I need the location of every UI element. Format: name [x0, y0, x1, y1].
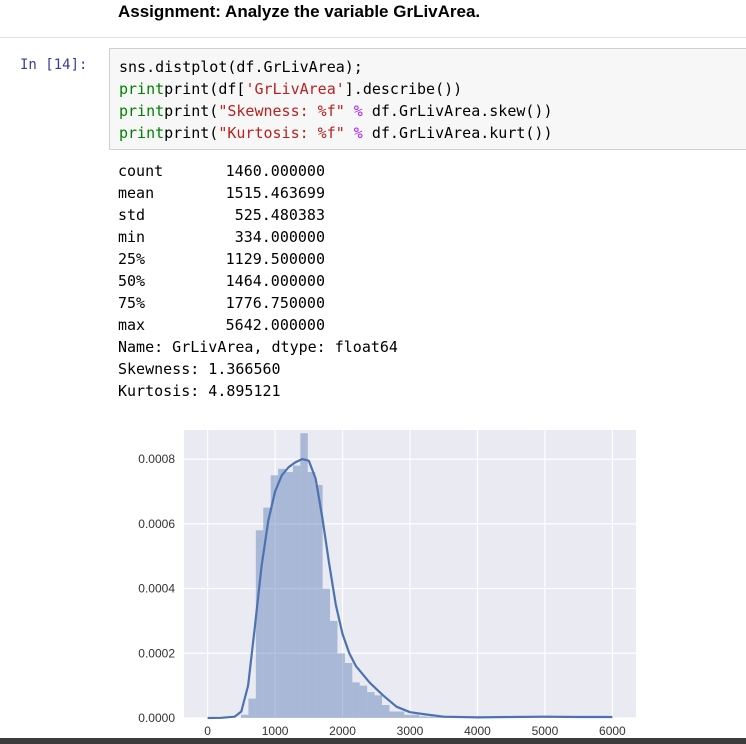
code-text: print(df[	[164, 80, 246, 98]
kde-line	[207, 458, 613, 720]
x-tick-labels: 0 1000 2000 3000 4000 5000 6000	[204, 724, 626, 738]
stat-value-max: 5642.000000	[225, 316, 325, 334]
string-literal: 'GrLivArea'	[245, 80, 345, 98]
x-tick-label: 6000	[599, 724, 626, 738]
operator: %	[344, 124, 372, 142]
histogram-bar	[426, 716, 434, 718]
code-text: ].describe())	[344, 80, 463, 98]
x-tick-label: 5000	[532, 724, 559, 738]
operator: %	[344, 102, 372, 120]
input-prompt: In [14]:	[20, 57, 88, 73]
stat-value-min: 334.000000	[234, 228, 325, 246]
histogram-bar	[315, 485, 323, 718]
string-literal: "Skewness: %f"	[218, 102, 345, 120]
string-literal: "Kurtosis: %f"	[218, 124, 345, 142]
histogram-bar	[337, 653, 345, 718]
histogram-bar	[322, 588, 331, 718]
histogram-bar	[382, 705, 390, 718]
x-tick-label: 2000	[329, 724, 356, 738]
code-text: df.GrLivArea.skew())	[371, 102, 553, 120]
code-line-1: sns.distplot(df.GrLivArea);	[119, 58, 363, 76]
stat-value-25: 1129.500000	[225, 250, 325, 268]
code-line-3: printprint("Skewness: %f" % df.GrLivArea…	[119, 102, 553, 120]
stat-label-min: min	[118, 228, 146, 246]
histogram-bar	[374, 695, 383, 718]
histogram-bar	[255, 530, 264, 718]
histogram-bar	[285, 472, 293, 718]
histogram-bar	[433, 717, 442, 718]
stat-label-max: max	[118, 316, 146, 334]
assignment-heading: Assignment: Analyze the variable GrLivAr…	[118, 2, 481, 21]
histogram-bar	[411, 714, 420, 718]
stat-label-count: count	[118, 162, 164, 180]
histogram-bar	[389, 711, 397, 718]
y-tick-label: 0.0000	[138, 711, 175, 725]
skewness-line: Skewness: 1.366560	[118, 360, 281, 378]
histogram-bar	[367, 692, 375, 718]
histogram-bar	[352, 682, 360, 718]
code-text: print(	[164, 124, 219, 142]
dtype-line: Name: GrLivArea, dtype: float64	[118, 338, 398, 356]
stat-value-75: 1776.750000	[225, 294, 325, 312]
distplot-chart: 0 1000 2000 3000 4000 5000 6000 0.00000.00020.…	[138, 430, 636, 738]
stat-label-25: 25%	[118, 250, 146, 268]
x-tick-label: 1000	[262, 724, 289, 738]
histogram-bars	[241, 433, 590, 718]
stat-value-50: 1464.000000	[225, 272, 325, 290]
y-tick-label: 0.0004	[138, 582, 175, 596]
code-line-2: printprint(df['GrLivArea'].describe())	[119, 80, 462, 98]
stat-label-mean: mean	[118, 184, 155, 202]
histogram-bar	[307, 472, 316, 718]
stat-value-std: 525.480383	[234, 206, 325, 224]
histogram-bar	[330, 620, 338, 718]
stat-label-50: 50%	[118, 272, 146, 290]
x-tick-label: 3000	[397, 724, 424, 738]
histogram-bar	[300, 433, 308, 718]
histogram-bar	[248, 698, 256, 718]
code-text: print(	[164, 102, 219, 120]
histogram-bar	[359, 685, 368, 718]
histogram-bar	[270, 475, 279, 718]
code-editor[interactable]: sns.distplot(df.GrLivArea); printprint(d…	[119, 56, 553, 144]
histogram-bar	[404, 714, 412, 718]
print-keyword: print	[119, 102, 165, 120]
histogram-bar	[344, 662, 353, 718]
y-tick-label: 0.0002	[138, 646, 175, 660]
y-tick-label: 0.0008	[138, 452, 175, 466]
code-line-4: printprint("Kurtosis: %f" % df.GrLivArea…	[119, 124, 553, 142]
stat-value-mean: 1515.463699	[225, 184, 325, 202]
histogram-bar	[241, 714, 249, 718]
stat-value-count: 1460.000000	[225, 162, 325, 180]
y-tick-label: 0.0006	[138, 517, 175, 531]
kurtosis-line: Kurtosis: 4.895121	[118, 382, 281, 400]
code-cell[interactable]: sns.distplot(df.GrLivArea); printprint(d…	[109, 48, 746, 150]
histogram-bar	[278, 468, 286, 718]
histogram-bar	[292, 465, 301, 718]
stat-label-75: 75%	[118, 294, 146, 312]
cell-separator	[0, 37, 746, 38]
code-text: df.GrLivArea.kurt())	[371, 124, 553, 142]
histogram-bar	[396, 711, 405, 718]
x-tick-label: 4000	[464, 724, 491, 738]
horizontal-scrollbar[interactable]	[0, 738, 746, 744]
histogram-bar	[419, 716, 427, 718]
print-keyword: print	[119, 124, 165, 142]
stat-label-std: std	[118, 206, 146, 224]
print-keyword: print	[119, 80, 165, 98]
x-tick-label: 0	[204, 724, 211, 738]
histogram-bar	[263, 507, 271, 718]
y-tick-labels: 0.0000 0.0002 0.0004 0.0006 0.0008	[138, 452, 175, 725]
